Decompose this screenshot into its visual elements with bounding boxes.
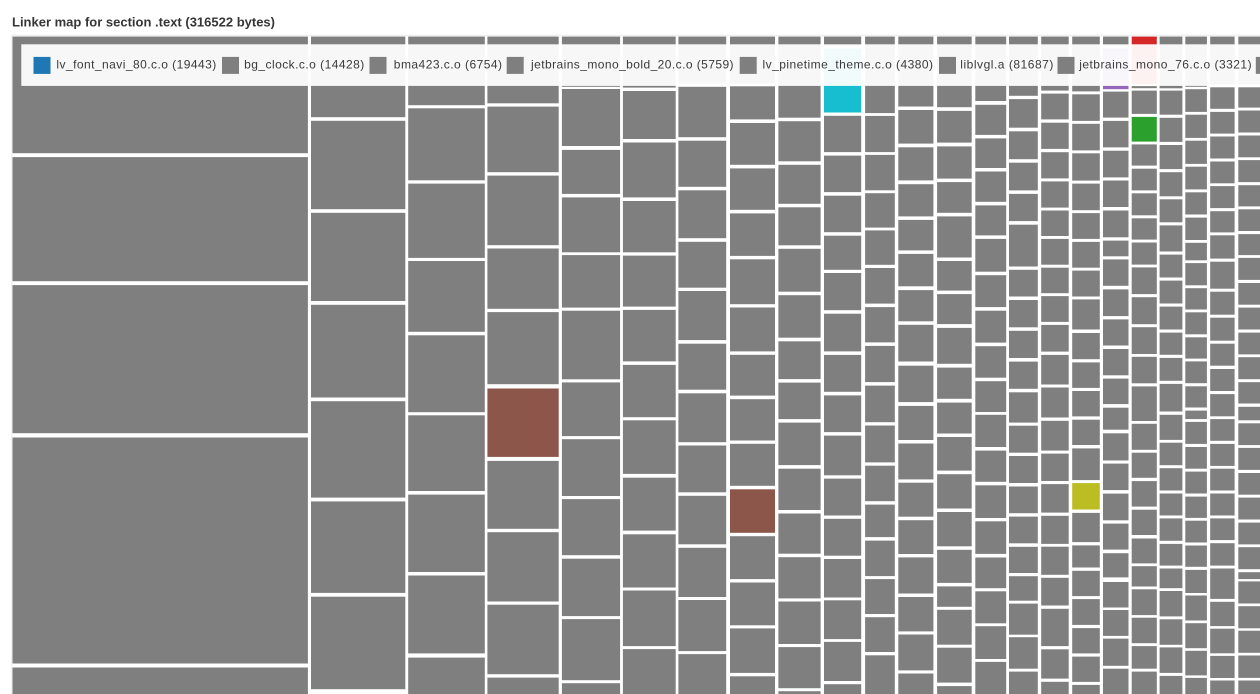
svg-text:jetbrains_mono_76.c.o (3321): jetbrains_mono_76.c.o (3321) xyxy=(1078,58,1252,72)
svg-text:bg_clock.c.o (14428): bg_clock.c.o (14428) xyxy=(244,58,365,72)
svg-text:bma423.c.o (6754): bma423.c.o (6754) xyxy=(394,58,503,72)
svg-text:Linker map for section .text (: Linker map for section .text (316522 byt… xyxy=(12,15,275,30)
svg-text:lv_pinetime_theme.c.o (4380): lv_pinetime_theme.c.o (4380) xyxy=(763,58,934,72)
svg-text:liblvgl.a (81687): liblvgl.a (81687) xyxy=(960,58,1054,72)
svg-text:lv_font_navi_80.c.o (19443): lv_font_navi_80.c.o (19443) xyxy=(56,58,216,72)
svg-text:jetbrains_mono_bold_20.c.o (57: jetbrains_mono_bold_20.c.o (5759) xyxy=(530,58,734,72)
